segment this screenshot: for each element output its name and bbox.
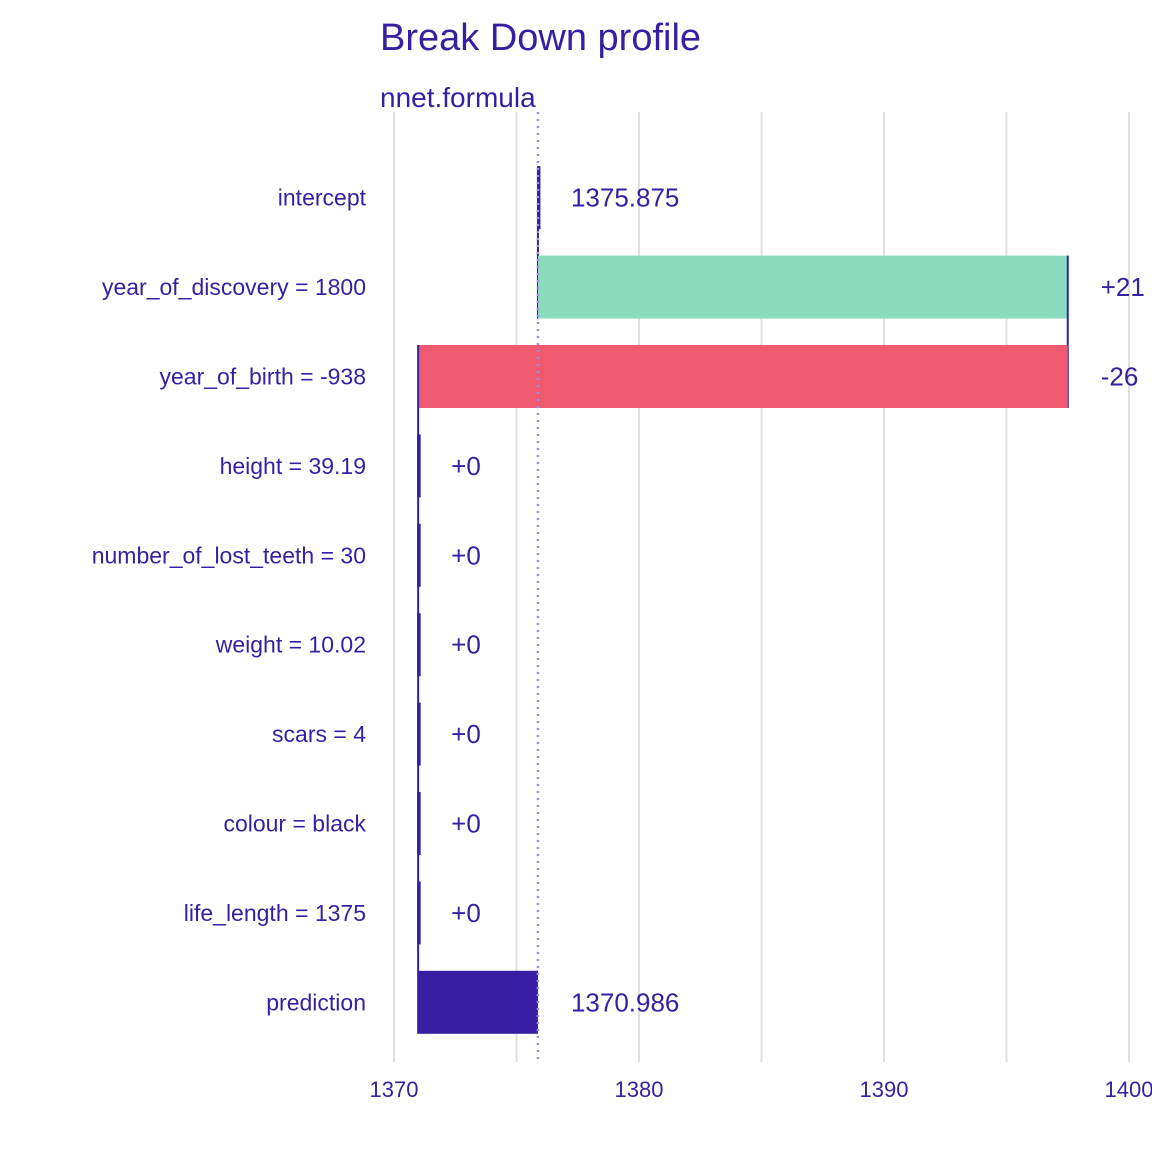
x-tick-label: 1390 [860,1077,909,1102]
data-label: +21 [1101,272,1145,302]
bar-negative [418,345,1068,408]
bar-prediction [418,970,538,1034]
y-tick-label: colour = black [223,811,366,837]
bar-zero [418,792,421,855]
y-tick-label: number_of_lost_teeth = 30 [92,542,366,568]
bar-zero [418,434,421,498]
x-tick-label: 1370 [370,1077,419,1102]
y-tick-label: life_length = 1375 [184,900,366,926]
y-tick-label: year_of_birth = -938 [160,364,367,390]
chart-title: Break Down profile [380,17,701,59]
data-label: +0 [451,898,481,928]
bar-zero [418,702,421,766]
data-label: +0 [451,809,481,839]
data-label: 1375.875 [571,183,679,213]
y-tick-label: year_of_discovery = 1800 [102,274,366,300]
y-tick-label: weight = 10.02 [215,632,366,658]
data-label: -26 [1101,362,1139,392]
y-tick-label: prediction [266,989,366,1015]
x-tick-label: 1380 [615,1077,664,1102]
y-tick-label: intercept [278,185,367,211]
x-tick-label: 1400 [1105,1077,1152,1102]
y-tick-label: scars = 4 [272,721,366,747]
bar-zero [418,613,421,677]
bars [417,166,1069,1034]
data-label: +0 [451,630,481,660]
data-label: 1370.986 [571,987,679,1017]
grid-lines [393,112,1130,1062]
y-tick-label: height = 39.19 [220,453,366,479]
data-label: +0 [451,451,481,481]
data-label: +0 [451,540,481,570]
bar-zero [418,523,421,587]
chart-subtitle: nnet.formula [380,82,536,113]
bar-zero [418,881,421,945]
bar-positive [537,255,1068,319]
data-label: +0 [451,719,481,749]
labels: intercept 1375.875 year_of_discovery = 180… [92,183,1152,1102]
